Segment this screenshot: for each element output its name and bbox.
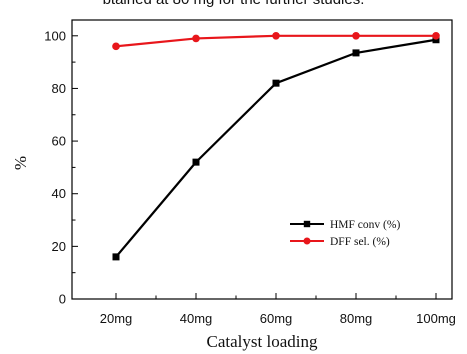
data-point	[432, 31, 440, 40]
plot-frame	[71, 19, 453, 300]
data-point	[192, 158, 200, 166]
y-tick-label: 20	[52, 239, 66, 254]
data-point	[352, 49, 360, 57]
y-tick-label: 80	[52, 81, 66, 96]
x-tick-label: 20mg	[100, 311, 133, 326]
page-top-text: btained at 80 mg for the further studies…	[0, 0, 467, 8]
data-point	[352, 31, 360, 40]
y-tick-label: 100	[44, 28, 66, 43]
series-layer	[112, 31, 440, 261]
legend-marker	[303, 220, 311, 228]
legend-marker	[303, 237, 311, 245]
x-tick-label: 100mg	[416, 311, 456, 326]
data-point	[272, 79, 280, 87]
data-point	[432, 36, 440, 44]
x-tick-label: 80mg	[340, 311, 373, 326]
y-axis: 0 20 40 60 80 100	[44, 28, 78, 307]
data-point	[272, 31, 280, 40]
y-tick-label: 40	[52, 186, 66, 201]
y-tick-label: 60	[52, 134, 66, 149]
x-tick-label: 60mg	[260, 311, 293, 326]
x-axis: 20mg 40mg 60mg 80mg 100mg	[100, 293, 456, 326]
legend: HMF conv (%) DFF sel. (%)	[290, 219, 400, 248]
data-point	[192, 34, 200, 43]
series-hmf-conversion	[112, 36, 440, 261]
data-point	[112, 253, 120, 261]
x-tick-label: 40mg	[180, 311, 213, 326]
x-axis-title: Catalyst loading	[207, 332, 318, 351]
legend-label: DFF sel. (%)	[330, 236, 390, 248]
series-dff-selectivity	[112, 31, 440, 51]
data-point	[112, 42, 120, 51]
legend-label: HMF conv (%)	[330, 219, 400, 231]
y-tick-label: 0	[59, 292, 66, 307]
y-axis-title: %	[11, 156, 30, 170]
